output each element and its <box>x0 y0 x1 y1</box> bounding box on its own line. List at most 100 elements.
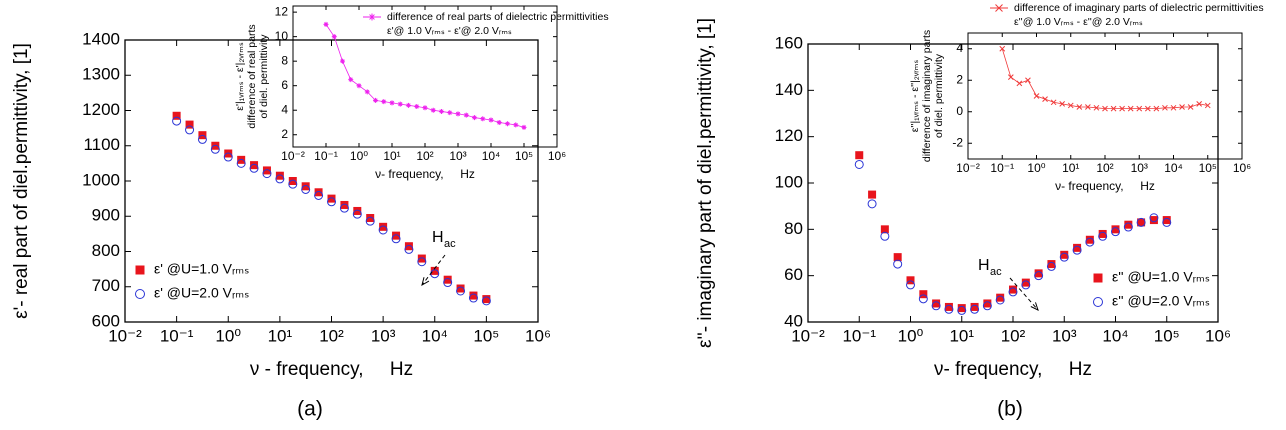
marker <box>389 100 395 106</box>
x-tick-label: 10³ <box>449 149 466 163</box>
marker <box>1034 271 1044 281</box>
x-axis-label: ν- frequency, Hz <box>1055 179 1155 193</box>
annotation-sub: ac <box>444 238 456 250</box>
y-tick-label: 0 <box>956 104 963 118</box>
marker <box>172 116 182 126</box>
marker <box>314 190 324 200</box>
marker <box>331 34 337 40</box>
x-tick-label: 10⁻² <box>791 326 825 345</box>
marker <box>456 284 465 293</box>
marker <box>275 171 284 180</box>
plot-frame <box>967 32 1243 160</box>
marker <box>996 293 1005 302</box>
marker <box>1098 229 1107 238</box>
y-tick-label: 1100 <box>83 135 120 154</box>
marker <box>1149 213 1159 223</box>
marker <box>372 97 378 103</box>
marker <box>262 166 271 175</box>
y-axis-label: ε''- imaginary part of diel.permittivity… <box>695 18 716 348</box>
marker <box>463 112 469 118</box>
x-tick-label: 10⁻¹ <box>160 326 194 345</box>
marker <box>919 290 928 299</box>
marker <box>957 304 966 313</box>
x-tick-label: 10⁵ <box>473 326 499 345</box>
x-tick-label: 10⁶ <box>548 149 566 163</box>
marker <box>1008 287 1018 297</box>
marker <box>468 293 478 303</box>
y-axis-label-line: difference of real parts <box>246 24 258 128</box>
x-tick-label: 10⁻¹ <box>842 326 876 345</box>
marker <box>1050 99 1057 106</box>
marker <box>366 214 375 223</box>
y-axis-label-line: difference of imaginary parts <box>921 30 933 162</box>
marker <box>1046 261 1056 271</box>
marker <box>438 108 444 114</box>
x-tick-label: 10⁻¹ <box>314 149 338 163</box>
x-tick-label: 10⁴ <box>1164 161 1183 175</box>
legend-label: ε' @U=2.0 Vᵣₘₛ <box>154 285 249 301</box>
x-tick-label: 10⁻² <box>108 326 142 345</box>
x-tick-label: 10⁰ <box>215 326 241 345</box>
marker <box>469 291 478 300</box>
marker <box>364 89 370 95</box>
y-tick-label: 800 <box>92 241 120 260</box>
y-tick-label: 6 <box>281 78 288 92</box>
marker <box>1111 227 1120 237</box>
y-tick-label: 900 <box>92 206 120 225</box>
marker <box>1179 104 1185 110</box>
marker <box>1136 105 1143 112</box>
marker <box>339 58 345 64</box>
x-tick-label: 10² <box>1001 326 1026 345</box>
marker <box>521 124 527 130</box>
marker <box>1021 280 1031 290</box>
marker <box>1025 77 1031 84</box>
marker <box>983 299 992 308</box>
marker <box>918 294 928 304</box>
x-tick-label: 10¹ <box>268 326 293 345</box>
marker <box>379 222 388 231</box>
marker <box>1021 278 1030 287</box>
y-tick-label: 140 <box>775 80 803 99</box>
marker <box>1085 104 1091 110</box>
panel-label: (a) <box>297 398 323 421</box>
marker <box>1196 101 1203 107</box>
y-tick-label: 8 <box>281 53 288 67</box>
marker <box>1016 80 1023 87</box>
marker <box>210 144 220 154</box>
marker <box>1060 250 1069 259</box>
legend-label: difference of real parts of dielectric p… <box>387 11 609 23</box>
marker <box>404 242 413 251</box>
marker <box>481 296 491 306</box>
y-tick-label: 40 <box>784 311 803 330</box>
y-axis-label: ε'|₁ᵥᵣₘₛ - ε'|₂ᵥᵣₘₛ difference of real pa… <box>234 24 270 128</box>
marker <box>1059 252 1069 262</box>
marker <box>348 77 354 83</box>
marker <box>999 45 1006 52</box>
marker <box>982 301 992 311</box>
marker <box>1102 105 1108 112</box>
marker <box>1149 216 1158 225</box>
marker <box>323 21 329 27</box>
marker <box>893 253 902 262</box>
marker <box>262 169 272 179</box>
marker <box>1007 74 1014 80</box>
marker <box>249 163 259 173</box>
x-tick-label: 10³ <box>1052 326 1077 345</box>
x-tick-label: 10⁵ <box>1154 326 1180 345</box>
annotation: H <box>432 229 444 246</box>
marker <box>414 104 420 110</box>
marker <box>944 304 954 314</box>
marker <box>970 302 979 311</box>
marker <box>1136 217 1146 227</box>
marker <box>301 182 310 191</box>
x-tick-label: 10⁵ <box>515 149 533 163</box>
x-tick-label: 10⁰ <box>350 149 368 163</box>
marker <box>456 286 466 296</box>
x-tick-label: 10⁻² <box>281 149 305 163</box>
marker <box>417 254 426 263</box>
marker <box>368 13 376 21</box>
y-axis-label: ε'- real part of diel.permittivity, [1] <box>11 43 32 319</box>
y-axis-label-line: of diel. permittivity <box>258 34 270 119</box>
y-tick-label: 10 <box>275 29 289 43</box>
marker <box>1033 93 1040 99</box>
